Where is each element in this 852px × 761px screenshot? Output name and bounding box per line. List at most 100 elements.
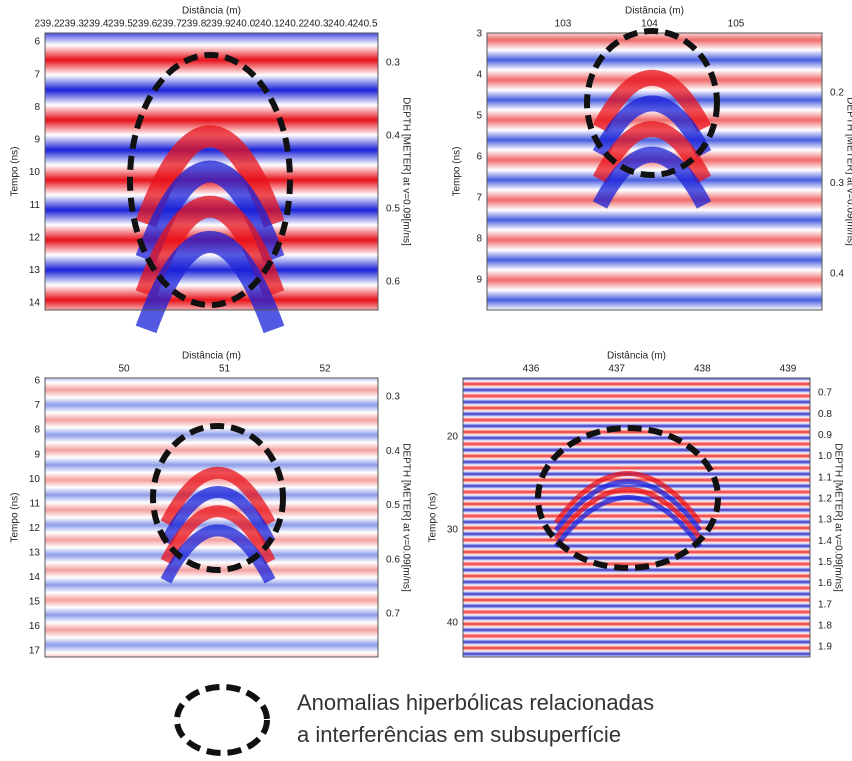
- depth-tick-label: 0.5: [386, 204, 400, 215]
- depth-tick-label: 0.7: [386, 609, 400, 620]
- y-tick-label: 16: [29, 621, 41, 632]
- y-tick-label: 7: [476, 193, 482, 204]
- y-axis-label: Tempo (ns): [10, 492, 21, 542]
- x-axis-label: Distância (m): [607, 351, 666, 362]
- y-tick-label: 13: [29, 547, 41, 558]
- depth-tick-label: 0.6: [386, 554, 400, 565]
- hyperbola: [160, 524, 276, 584]
- anomaly-marker: [127, 52, 293, 308]
- depth-tick-label: 1.4: [818, 536, 832, 547]
- hyperbola: [553, 479, 703, 532]
- y-tick-label: 15: [29, 597, 41, 608]
- radargram-panel: Distância (m) 436 437 438 439 Tempo (ns) 20 30 4…: [428, 351, 843, 658]
- y-tick-label: 10: [29, 167, 41, 178]
- y-tick-label: 12: [29, 523, 41, 534]
- y-tick-label: 17: [29, 646, 41, 657]
- depth-tick-label: 0.7: [818, 388, 832, 399]
- y-tick-label: 11: [30, 200, 41, 211]
- x-axis-label: Distância (m): [182, 351, 241, 362]
- depth-tick-label: 0.3: [386, 392, 400, 403]
- x-tick-label: 239.4: [83, 19, 108, 30]
- x-tick-label: 239.9: [206, 19, 231, 30]
- hyperbola: [592, 146, 712, 209]
- legend-symbol: [174, 684, 270, 756]
- x-tick-label: 239.3: [59, 19, 84, 30]
- y-tick-label: 14: [29, 298, 41, 309]
- depth-tick-label: 1.6: [818, 578, 832, 589]
- x-tick-label: 240.4: [328, 19, 353, 30]
- y-axis-label: Tempo (ns): [452, 146, 463, 196]
- x-tick-label: 239.2: [34, 19, 59, 30]
- x-tick-label: 50: [118, 364, 130, 375]
- panels: Distância (m)239.2 239.3 239.4 239.5 239.6 23…: [10, 6, 852, 658]
- y-tick-label: 10: [29, 474, 41, 485]
- depth-tick-label: 1.5: [818, 557, 832, 568]
- y-axis-label: Tempo (ns): [428, 492, 439, 542]
- hyperbola: [160, 466, 276, 526]
- depth-tick-label: 0.5: [386, 500, 400, 511]
- hyperbola: [135, 160, 285, 263]
- hyperbola: [592, 95, 712, 158]
- hyperbola: [135, 230, 285, 334]
- y-tick-label: 8: [476, 234, 482, 245]
- anomaly-marker: [584, 28, 720, 178]
- x-tick-label: 51: [219, 364, 231, 375]
- x-tick-label: 104: [641, 19, 658, 30]
- anomaly-marker: [150, 423, 286, 573]
- y-tick-label: 5: [476, 111, 482, 122]
- x-tick-label: 438: [694, 364, 711, 375]
- y-tick-label: 9: [34, 449, 40, 460]
- anomaly-marker: [535, 425, 721, 571]
- x-tick-label: 240.3: [304, 19, 329, 30]
- y-tick-label: 12: [29, 232, 41, 243]
- x-tick-label: 103: [555, 19, 572, 30]
- y-tick-label: 3: [476, 29, 482, 40]
- x-tick-label: 239.7: [157, 19, 182, 30]
- hyperbola: [553, 495, 703, 548]
- y-tick-label: 9: [34, 135, 40, 146]
- depth-tick-label: 1.2: [818, 493, 832, 504]
- depth-tick-label: 1.1: [818, 472, 832, 483]
- x-tick-label: 240.1: [255, 19, 280, 30]
- hyperbola: [553, 487, 703, 540]
- x-tick-label: 240.5: [352, 19, 377, 30]
- y-tick-label: 6: [34, 376, 40, 387]
- depth-tick-label: 0.8: [818, 409, 832, 420]
- frame: [44, 32, 379, 311]
- radargram-panel: Distância (m) 103 104 105 Tempo (ns) 3 4 5 6 7 8 9 0…: [452, 6, 852, 311]
- y-tick-label: 14: [29, 572, 41, 583]
- x-tick-label: 437: [608, 364, 625, 375]
- y-tick-label: 6: [476, 152, 482, 163]
- depth-tick-label: 1.0: [818, 451, 832, 462]
- y-tick-label: 6: [34, 37, 40, 48]
- hyperbola: [553, 471, 703, 524]
- depth-tick-label: 0.4: [386, 446, 400, 457]
- depth-tick-label: 1.8: [818, 620, 832, 631]
- depth-tick-label: 0.4: [386, 131, 400, 142]
- hyperbola: [135, 125, 285, 228]
- depth-tick-label: 0.2: [830, 88, 844, 99]
- x-tick-label: 239.8: [181, 19, 206, 30]
- x-tick-label: 240.0: [230, 19, 255, 30]
- x-tick-label: 239.5: [108, 19, 133, 30]
- legend-text: a interferências em subsuperfície: [297, 722, 621, 747]
- depth-tick-label: 0.3: [830, 178, 844, 189]
- x-tick-label: 52: [319, 364, 331, 375]
- depth-tick-label: 0.3: [386, 58, 400, 69]
- y-tick-label: 9: [476, 275, 482, 286]
- depth-tick-label: 0.9: [818, 430, 832, 441]
- y-tick-label: 8: [34, 102, 40, 113]
- y-tick-label: 7: [34, 400, 40, 411]
- x-tick-label: 439: [780, 364, 797, 375]
- x-tick-label: 436: [523, 364, 540, 375]
- hyperbola: [135, 195, 285, 298]
- y-tick-label: 8: [34, 425, 40, 436]
- y-tick-label: 4: [476, 70, 482, 81]
- depth-axis-label: DEPTH [METER] at v=0.09[m/ns]: [400, 443, 411, 592]
- y-axis-label: Tempo (ns): [10, 146, 21, 196]
- hyperbola: [592, 69, 712, 132]
- y-tick-label: 30: [447, 525, 459, 536]
- depth-axis-label: DEPTH [METER] at v=0.09[m/ns]: [844, 97, 852, 246]
- y-tick-label: 11: [30, 498, 41, 509]
